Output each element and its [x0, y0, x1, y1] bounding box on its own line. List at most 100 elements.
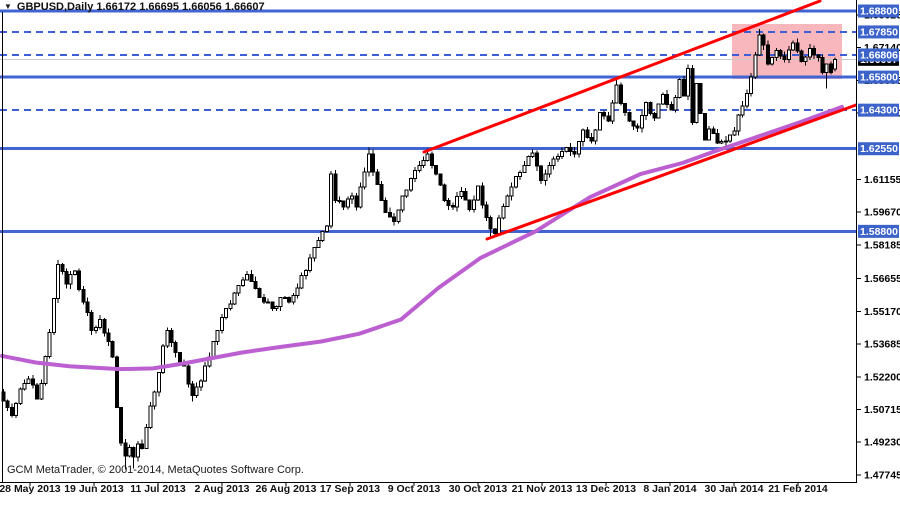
candle-body [283, 297, 286, 298]
candle-body [468, 200, 471, 209]
candle-body [741, 106, 744, 115]
candle-body [678, 79, 681, 97]
date-label: 2 Aug 2013 [194, 483, 249, 495]
level-price-badge-text: 1.66806 [860, 49, 898, 61]
candle-body [594, 130, 597, 141]
candle-body [519, 172, 522, 176]
candle-body [552, 159, 555, 165]
candle-body [199, 381, 202, 387]
candle-body [250, 274, 253, 281]
candle-body [330, 174, 333, 226]
candle-body [523, 165, 526, 172]
moving-average-line[interactable] [2, 107, 842, 369]
candle-body [485, 205, 488, 217]
date-label: 8 Jan 2014 [643, 483, 696, 495]
candle-body [313, 248, 316, 258]
date-label: 28 May 2013 [0, 483, 61, 495]
candle-body [548, 165, 551, 174]
date-label: 30 Jan 2014 [705, 483, 764, 495]
candle-body [674, 98, 677, 110]
candle-body [787, 50, 790, 59]
candle-body [384, 201, 387, 213]
candle-body [569, 148, 572, 152]
candle-body [36, 385, 39, 399]
level-price-badge-text: 1.64300 [860, 105, 898, 117]
candle-body [565, 148, 568, 152]
candle-body [733, 131, 736, 135]
candle-body [325, 226, 328, 232]
candle-body [598, 112, 601, 130]
candle-body [514, 176, 517, 187]
collapse-triangle-icon[interactable]: ▼ [4, 2, 12, 11]
candle-body [603, 112, 606, 116]
candle-body [691, 68, 694, 122]
candle-body [346, 199, 349, 207]
candle-body [103, 320, 106, 333]
candle-body [619, 85, 622, 104]
candle-body [48, 333, 51, 357]
copyright-text: GCM MetaTrader, © 2001-2014, MetaQuotes … [7, 464, 304, 476]
price-tick-label: 1.55170 [864, 306, 900, 318]
candle-body [52, 298, 55, 332]
candle-body [401, 196, 404, 210]
candle-body [19, 389, 22, 404]
candle-body [699, 84, 702, 114]
candle-body [464, 192, 467, 200]
level-price-badge-text: 1.58800 [860, 226, 898, 238]
candle-body [397, 210, 400, 221]
candle-body [258, 289, 261, 298]
candle-body [69, 274, 72, 284]
candle-body [800, 51, 803, 62]
candle-body [775, 51, 778, 58]
candle-body [145, 427, 148, 448]
candle-body [535, 153, 538, 166]
candle-body [82, 290, 85, 302]
candle-body [498, 218, 501, 233]
candle-body [376, 172, 379, 184]
candle-body [834, 59, 837, 69]
candle-body [586, 130, 589, 138]
candle-body [414, 171, 417, 179]
candle-body [544, 174, 547, 181]
candle-body [267, 302, 270, 303]
candle-body [254, 282, 257, 289]
price-tick-label: 1.58185 [864, 239, 900, 251]
candle-body [460, 192, 463, 197]
date-label: 26 Aug 2013 [256, 483, 317, 495]
candle-body [426, 154, 429, 160]
price-tick-label: 1.61155 [864, 174, 900, 186]
candle-body [636, 126, 639, 128]
candle-body [157, 372, 160, 392]
candle-body [65, 271, 68, 284]
candle-body [409, 178, 412, 190]
candle-body [825, 64, 828, 73]
candlestick-series[interactable] [2, 29, 837, 469]
candle-body [577, 142, 580, 155]
candle-body [682, 79, 685, 96]
candle-body [771, 57, 774, 63]
candle-body [477, 186, 480, 200]
candle-body [443, 185, 446, 200]
candle-body [489, 217, 492, 229]
candle-body [225, 308, 228, 317]
candle-body [153, 392, 156, 406]
candle-body [712, 129, 715, 133]
candle-body [447, 201, 450, 206]
candle-body [666, 95, 669, 105]
candle-body [275, 306, 278, 308]
candle-body [216, 331, 219, 342]
candle-body [796, 43, 799, 51]
candle-body [40, 383, 43, 398]
price-tick-label: 1.59670 [864, 207, 900, 219]
candle-body [611, 103, 614, 121]
candle-body [204, 366, 207, 381]
candle-body [321, 231, 324, 240]
candle-body [716, 133, 719, 143]
candle-body [720, 141, 723, 143]
level-price-badge-text: 1.65800 [860, 72, 898, 84]
candle-body [271, 302, 274, 308]
candle-body [451, 205, 454, 207]
level-price-badge: 1.65800 [858, 71, 899, 84]
